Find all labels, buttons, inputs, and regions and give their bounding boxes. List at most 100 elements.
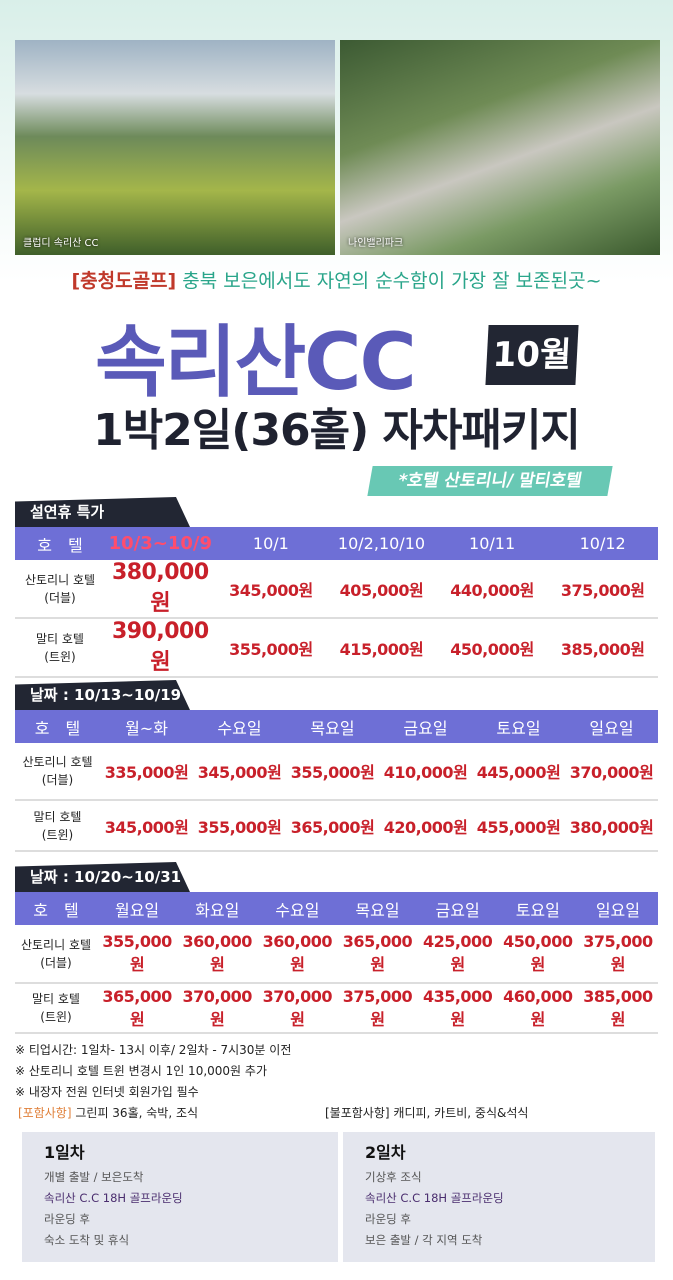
section-tab: 날짜 : 10/13~10/19 [15, 680, 190, 710]
column-header: 목요일 [337, 892, 418, 925]
included: [포함사항] 그린피 36홀, 숙박, 조식 [18, 1104, 198, 1121]
price-cell: 450,000원 [436, 618, 548, 678]
itinerary-item: 라운딩 후 [44, 1212, 90, 1226]
subtitle: [충청도골프] 충북 보은에서도 자연의 순수함이 가장 잘 보존된곳~ [0, 266, 673, 293]
hotel-name: 산토리니 호텔 [24, 572, 96, 587]
price-table-section: 날짜 : 10/20~10/31 호 텔 월요일 화요일 수요일 목요일 금요일 토요일 일요일… [15, 862, 658, 1034]
table-header: 호 텔 월요일 화요일 수요일 목요일 금요일 토요일 일요일 [15, 892, 658, 925]
price-cell: 360,000원 [257, 925, 338, 984]
subtitle-bracket: [충청도골프] [71, 270, 177, 292]
photo-label: 나인밸리파크 [348, 238, 404, 249]
price-cell: 380,000원 [105, 560, 216, 619]
column-header: 토요일 [472, 710, 565, 743]
column-header: 목요일 [286, 710, 379, 743]
column-header: 일요일 [565, 710, 658, 743]
price-table: 호 텔 월~화 수요일 목요일 금요일 토요일 일요일 산토리니 호텔 (더블) 335,000원… [15, 710, 658, 852]
price-cell: 420,000원 [379, 800, 472, 852]
hotel-cell: 말티 호텔 (트윈) [15, 618, 105, 678]
price-cell: 375,000원 [577, 925, 658, 984]
excluded-label: [불포함사항] [325, 1106, 390, 1120]
included-label: [포함사항] [18, 1106, 72, 1120]
included-text: 그린피 36홀, 숙박, 조식 [75, 1106, 199, 1120]
price-table-section: 설연휴 특가 호 텔 10/3~10/9 10/1 10/2,10/10 10/11 10/… [15, 497, 658, 678]
hotel-cell: 산토리니 호텔 (더블) [15, 560, 105, 619]
itinerary-item: 숙소 도착 및 휴식 [44, 1233, 130, 1247]
price-cell: 375,000원 [547, 560, 658, 619]
column-header: 호 텔 [15, 527, 105, 560]
room-type: (트윈) [41, 827, 74, 842]
price-cell: 345,000원 [215, 560, 327, 619]
price-cell: 365,000원 [286, 800, 379, 852]
price-cell: 335,000원 [100, 743, 193, 801]
column-header: 월요일 [97, 892, 178, 925]
column-header: 10/3~10/9 [105, 527, 216, 560]
itinerary-item: 라운딩 후 [365, 1212, 411, 1226]
day-title: 1일차 [44, 1143, 85, 1162]
price-cell: 360,000원 [177, 925, 258, 984]
table-row: 산토리니 호텔 (더블) 355,000원 360,000원 360,000원 365,0… [15, 925, 658, 984]
day2-itinerary: 2일차 기상후 조식 속리산 C.C 18H 골프라운딩 라운딩 후 보은 출발… [343, 1132, 655, 1262]
price-table: 호 텔 10/3~10/9 10/1 10/2,10/10 10/11 10/12 산토리니… [15, 527, 658, 678]
price-cell: 365,000원 [97, 983, 178, 1034]
table-row: 산토리니 호텔 (더블) 380,000원 345,000원 405,000원 440,0… [15, 560, 658, 619]
hotel-cell: 말티 호텔 (트윈) [15, 983, 97, 1034]
note: ※ 티업시간: 1일차- 13시 이후/ 2일차 - 7시30분 이전 [15, 1043, 292, 1057]
hotel-name: 말티 호텔 [32, 992, 80, 1006]
day1-itinerary: 1일차 개별 출발 / 보은도착 속리산 C.C 18H 골프라운딩 라운딩 후… [22, 1132, 338, 1262]
itinerary-item: 개별 출발 / 보은도착 [44, 1170, 144, 1184]
room-type: (더블) [40, 955, 72, 970]
column-header: 토요일 [497, 892, 578, 925]
note: ※ 내장자 전원 인터넷 회원가입 필수 [15, 1085, 199, 1099]
golf-course-photo: 클럽디 속리산 CC [15, 40, 335, 255]
package-title: 1박2일(36홀) 자차패키지 [93, 405, 581, 456]
itinerary-item: 보은 출발 / 각 지역 도착 [365, 1233, 483, 1247]
hotel-name: 산토리니 호텔 [20, 937, 92, 952]
price-cell: 385,000원 [547, 618, 658, 678]
hotel-name: 말티 호텔 [33, 809, 82, 824]
price-cell: 375,000원 [337, 983, 418, 1034]
column-header: 수요일 [193, 710, 286, 743]
price-cell: 355,000원 [215, 618, 327, 678]
column-header: 금요일 [379, 710, 472, 743]
price-cell: 425,000원 [417, 925, 498, 984]
table-header: 호 텔 10/3~10/9 10/1 10/2,10/10 10/11 10/12 [15, 527, 658, 560]
page-title: 속리산CC [95, 318, 417, 408]
price-cell: 355,000원 [286, 743, 379, 801]
hotel-tag: *호텔 산토리니/ 말티호텔 [367, 466, 613, 496]
column-header: 수요일 [257, 892, 338, 925]
hotel-name: 말티 호텔 [36, 631, 84, 646]
price-cell: 440,000원 [436, 560, 548, 619]
subtitle-text: 충북 보은에서도 자연의 순수함이 가장 잘 보존된곳~ [182, 270, 602, 292]
price-cell: 370,000원 [257, 983, 338, 1034]
hotel-cell: 산토리니 호텔 (더블) [15, 925, 97, 984]
room-type: (트윈) [40, 1010, 72, 1024]
room-type: (더블) [41, 773, 74, 787]
price-cell: 355,000원 [97, 925, 178, 984]
table-header: 호 텔 월~화 수요일 목요일 금요일 토요일 일요일 [15, 710, 658, 743]
column-header: 화요일 [177, 892, 258, 925]
day-title: 2일차 [365, 1143, 406, 1162]
room-type: (더블) [44, 590, 76, 605]
price-cell: 435,000원 [417, 983, 498, 1034]
price-table-section: 날짜 : 10/13~10/19 호 텔 월~화 수요일 목요일 금요일 토요일 일요일 산토리… [15, 680, 658, 852]
section-tab: 설연휴 특가 [15, 497, 190, 527]
nine-valley-park-photo: 나인밸리파크 [340, 40, 660, 255]
price-cell: 445,000원 [472, 743, 565, 801]
notes: ※ 티업시간: 1일차- 13시 이후/ 2일차 - 7시30분 이전 ※ 산토… [15, 1040, 291, 1103]
price-cell: 415,000원 [326, 618, 437, 678]
column-header: 일요일 [577, 892, 658, 925]
table-row: 산토리니 호텔 (더블) 335,000원 345,000원 355,000원 410,0… [15, 743, 658, 801]
photo-label: 클럽디 속리산 CC [23, 238, 99, 249]
column-header: 호 텔 [15, 710, 100, 743]
column-header: 월~화 [100, 710, 193, 743]
month-badge: 10월 [485, 325, 579, 385]
price-cell: 345,000원 [100, 800, 193, 852]
room-type: (트윈) [44, 649, 76, 664]
price-cell: 370,000원 [565, 743, 658, 801]
price-cell: 455,000원 [472, 800, 565, 852]
price-cell: 380,000원 [565, 800, 658, 852]
hotel-cell: 산토리니 호텔 (더블) [15, 743, 100, 801]
column-header: 호 텔 [15, 892, 97, 925]
column-header: 10/12 [547, 527, 658, 560]
